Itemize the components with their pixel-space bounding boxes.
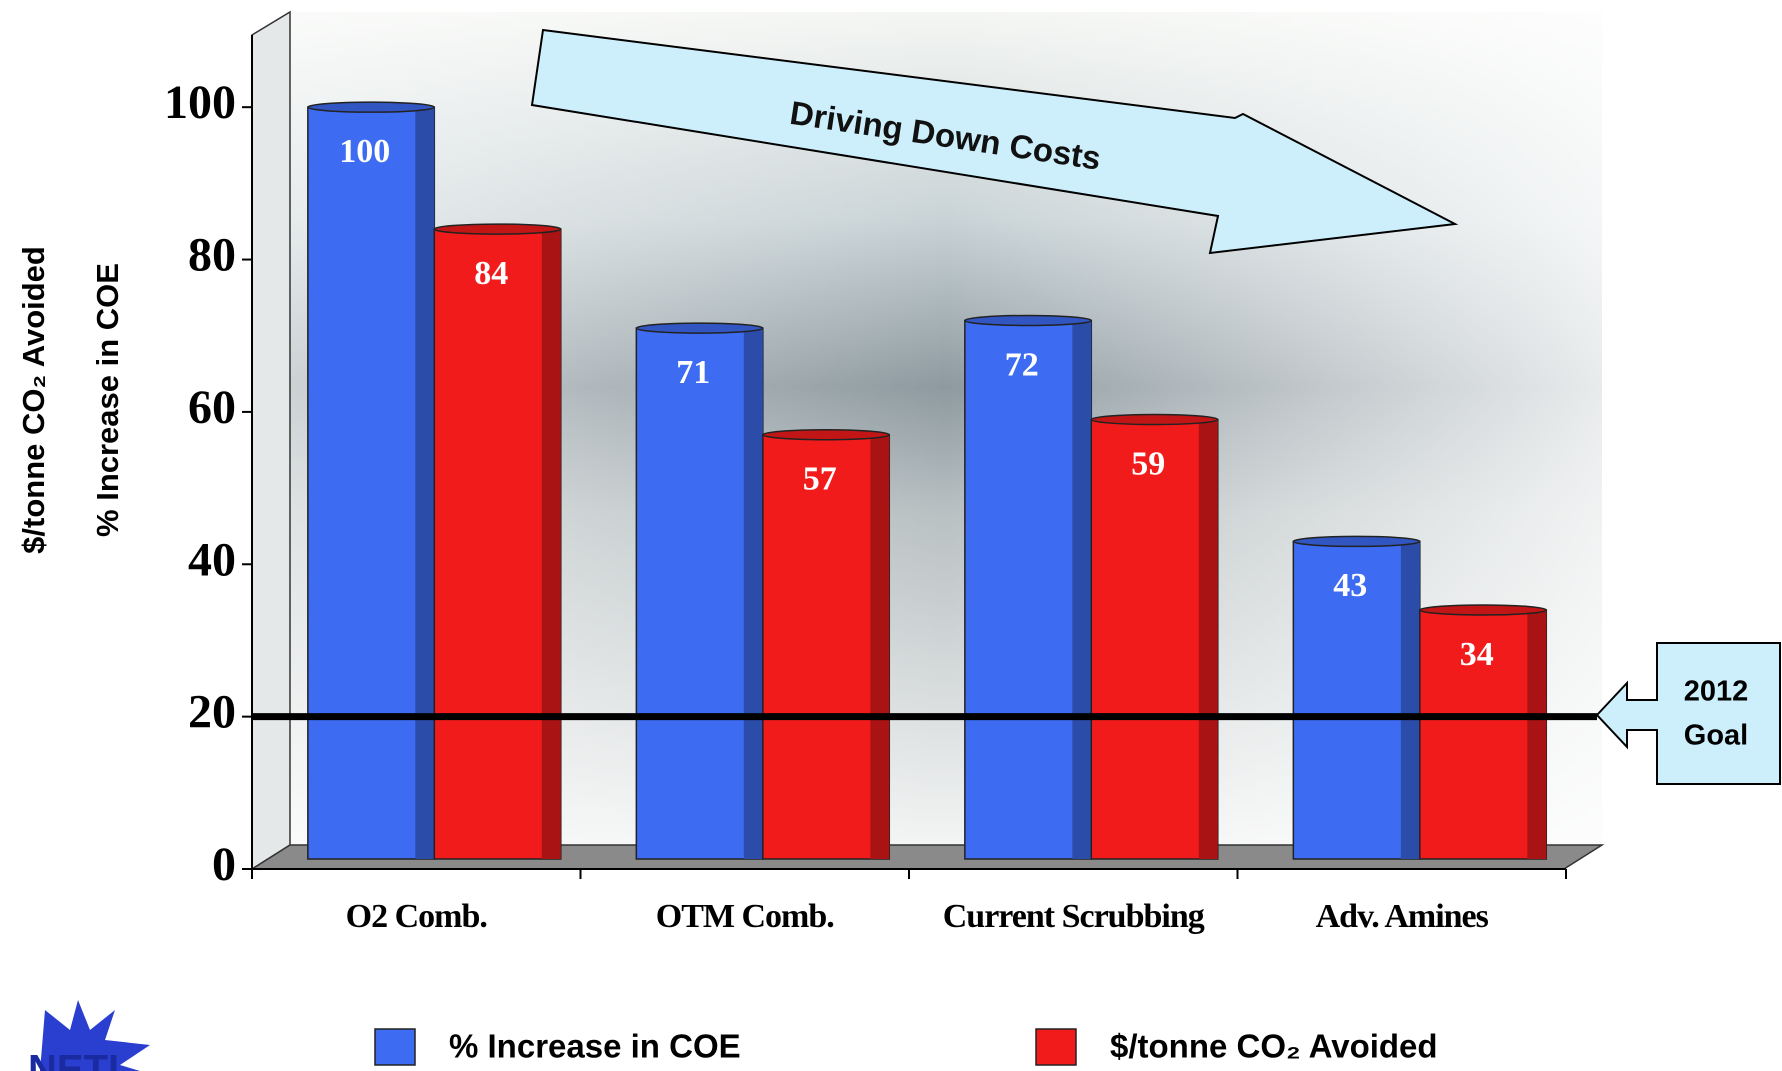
legend-label: % Increase in COE	[449, 1028, 741, 1065]
bar-shade	[1527, 610, 1546, 859]
goal-label: Goal	[1684, 720, 1748, 752]
x-tick-label: Current Scrubbing	[943, 898, 1205, 935]
x-tick-label: OTM Comb.	[656, 898, 834, 935]
legend-label: $/tonne CO₂ Avoided	[1110, 1028, 1438, 1065]
value-label: 57	[803, 461, 837, 498]
y-tick-label: 40	[188, 533, 236, 586]
legend-swatch	[1036, 1029, 1076, 1065]
value-label: 71	[676, 354, 710, 391]
page: 0 20 40 60 80 100 O2 Comb. 100 84 OTM Comb. 71 57 Cu…	[0, 0, 1782, 1071]
value-label: 72	[1005, 346, 1039, 383]
legend-swatch	[375, 1029, 415, 1065]
y-tick-label: 80	[188, 229, 236, 282]
side-wall	[252, 12, 290, 869]
logo: NETL	[28, 1000, 150, 1071]
y-tick-label: 0	[212, 838, 236, 891]
goal-label: 2012	[1684, 676, 1749, 708]
bar-shade	[1072, 320, 1091, 859]
bar-shade	[1199, 420, 1218, 859]
bar-shade	[415, 107, 434, 859]
x-tick-label: O2 Comb.	[346, 898, 487, 935]
value-label: 59	[1131, 445, 1165, 482]
value-label: 84	[474, 255, 508, 292]
bar-shade	[870, 435, 889, 859]
value-label: 34	[1460, 636, 1494, 673]
x-tick-label: Adv. Amines	[1316, 898, 1489, 935]
chart: 0 20 40 60 80 100 O2 Comb. 100 84 OTM Comb. 71 57 Cu…	[0, 0, 1782, 1071]
bar-shade	[542, 229, 561, 859]
legend: % Increase in COE $/tonne CO₂ Avoided	[375, 1028, 1438, 1065]
bar-cap	[636, 323, 762, 333]
bar-shade	[744, 328, 763, 859]
bar-cap	[763, 430, 889, 440]
y-tick-label: 60	[188, 381, 236, 434]
bar-cap	[965, 315, 1091, 325]
goal-callout	[1597, 643, 1780, 784]
bar-cap	[434, 224, 560, 234]
y-axis-title: $/tonne CO₂ Avoided	[16, 246, 51, 554]
y-tick-label: 20	[188, 686, 236, 739]
bar-cap	[308, 102, 434, 112]
bar-shade	[1401, 541, 1420, 859]
bar-cap	[1420, 605, 1546, 615]
bar-cap	[1091, 415, 1217, 425]
y-tick-label: 100	[164, 76, 236, 129]
logo-text: NETL	[28, 1048, 132, 1071]
value-label: 100	[339, 133, 390, 170]
bar-cap	[1293, 536, 1419, 546]
value-label: 43	[1333, 567, 1367, 604]
y-axis-title: % Increase in COE	[90, 263, 125, 537]
